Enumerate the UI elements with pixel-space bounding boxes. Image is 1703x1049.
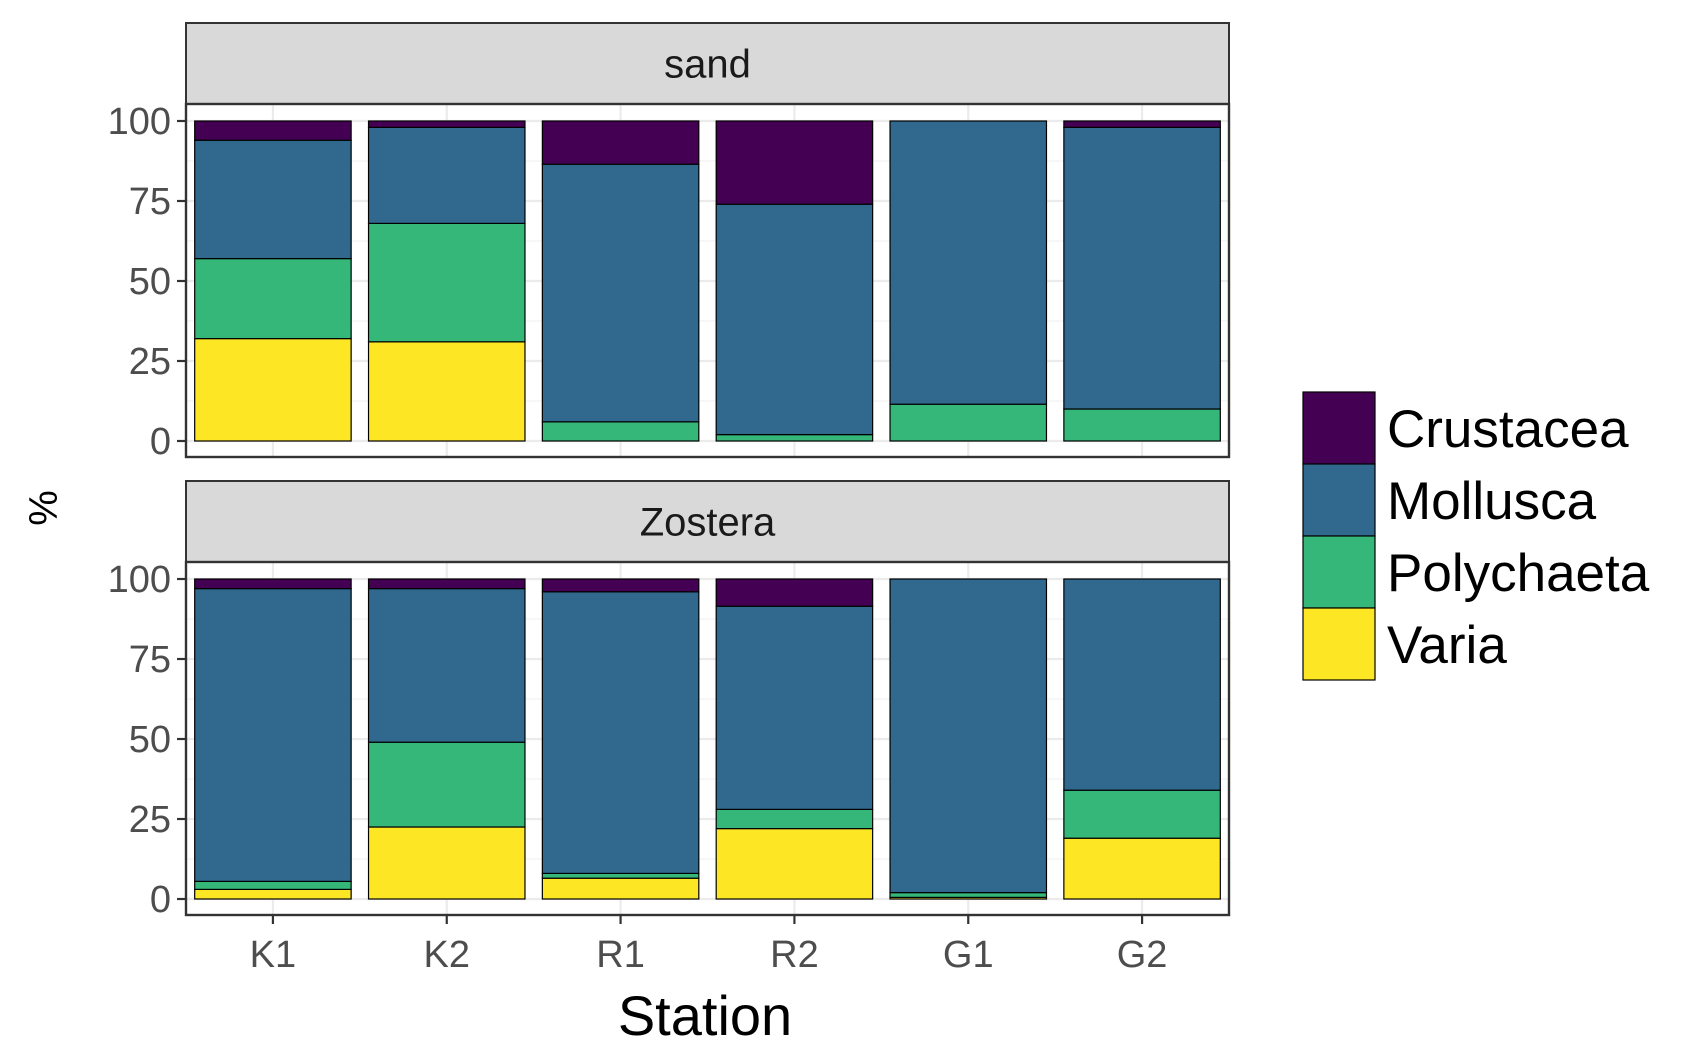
legend-label-varia: Varia — [1387, 616, 1507, 675]
bar-zostera-k1-polychaeta — [194, 880, 352, 891]
facet-panels: sand 0 25 50 75 100 Zostera 0 25 50 75 100 — [108, 22, 1231, 921]
facet-strip-label: sand — [664, 43, 751, 87]
y-tick-label: 75 — [129, 639, 171, 681]
bar-sand-k2-mollusca — [367, 126, 526, 225]
bar-zostera-r1-mollusca — [541, 591, 700, 874]
y-tick-label: 50 — [129, 261, 171, 303]
x-tick-label-k2: K2 — [424, 934, 470, 976]
bar-sand-r2-mollusca — [715, 203, 874, 436]
bar-zostera-r2-mollusca — [715, 605, 874, 811]
bar-zostera-k1-crustacea — [194, 578, 352, 590]
bar-zostera-g2-varia — [1063, 837, 1221, 900]
bar-sand-r2-crustacea — [715, 120, 874, 205]
bar-zostera-k2-crustacea — [367, 578, 526, 590]
bar-sand-r2-polychaeta — [715, 434, 874, 442]
bar-sand-g1-polychaeta — [889, 403, 1048, 442]
y-tick-label: 25 — [129, 341, 171, 383]
bar-sand-g2-crustacea — [1063, 120, 1221, 129]
bar-zostera-g2-polychaeta — [1063, 789, 1221, 839]
bar-zostera-r2-polychaeta — [715, 808, 874, 830]
facet-strip — [185, 22, 1230, 105]
x-tick-label-g1: G1 — [943, 934, 994, 976]
bar-sand-k1-polychaeta — [194, 258, 352, 340]
bar-zostera-k2-polychaeta — [367, 741, 526, 828]
bar-zostera-k2-varia — [367, 826, 526, 900]
bar-sand-k2-crustacea — [367, 120, 526, 129]
bar-zostera-k2-mollusca — [367, 587, 526, 743]
x-tick-label-k1: K1 — [250, 934, 296, 976]
y-tick-label: 100 — [108, 559, 171, 601]
y-tick-label: 75 — [129, 181, 171, 223]
x-axis-title: Station — [618, 984, 792, 1047]
legend-key-varia — [1302, 607, 1376, 681]
y-axis-title: % — [22, 490, 66, 526]
bar-sand-g2-polychaeta — [1063, 408, 1221, 442]
bar-sand-r1-crustacea — [541, 120, 700, 165]
y-tick-label: 50 — [129, 719, 171, 761]
legend-key-mollusca — [1302, 463, 1376, 537]
facet-strip — [185, 480, 1230, 563]
bar-zostera-r2-crustacea — [715, 578, 874, 607]
bar-zostera-g2-mollusca — [1063, 578, 1221, 791]
bar-zostera-g1-polychaeta — [889, 891, 1048, 898]
y-tick-label: 0 — [150, 421, 171, 463]
bar-zostera-k1-varia — [194, 888, 352, 900]
bar-zostera-g1-mollusca — [889, 578, 1048, 894]
bar-sand-k2-varia — [367, 341, 526, 442]
facet-strip-label: Zostera — [640, 501, 776, 545]
bar-zostera-r1-varia — [541, 877, 700, 900]
legend-label-mollusca: Mollusca — [1387, 472, 1597, 531]
legend-label-crustacea: Crustacea — [1387, 400, 1629, 459]
bar-zostera-r1-polychaeta — [541, 872, 700, 879]
bar-sand-k2-polychaeta — [367, 222, 526, 343]
facet-zostera: Zostera 0 25 50 75 100 — [108, 480, 1231, 921]
bar-sand-g2-mollusca — [1063, 126, 1221, 410]
legend-label-polychaeta: Polychaeta — [1387, 544, 1650, 603]
bar-sand-g1-mollusca — [889, 120, 1048, 405]
bar-sand-k1-varia — [194, 338, 352, 442]
bar-sand-r1-polychaeta — [541, 421, 700, 442]
legend: Crustacea Mollusca Polychaeta Varia — [1302, 391, 1650, 681]
x-tick-label-g2: G2 — [1117, 934, 1168, 976]
y-tick-label: 100 — [108, 101, 171, 143]
legend-key-polychaeta — [1302, 535, 1376, 609]
y-tick-label: 0 — [150, 879, 171, 921]
y-tick-label: 25 — [129, 799, 171, 841]
x-axis: K1 K2 R1 R2 G1 G2 — [250, 915, 1168, 976]
x-tick-label-r2: R2 — [770, 934, 819, 976]
bar-zostera-r1-crustacea — [541, 578, 700, 593]
bar-zostera-r2-varia — [715, 827, 874, 900]
bar-sand-k1-mollusca — [194, 139, 352, 260]
x-tick-label-r1: R1 — [596, 934, 645, 976]
bar-zostera-k1-mollusca — [194, 587, 352, 882]
legend-key-crustacea — [1302, 391, 1376, 465]
bar-sand-k1-crustacea — [194, 120, 352, 141]
bar-sand-r1-mollusca — [541, 163, 700, 423]
facet-sand: sand 0 25 50 75 100 — [108, 22, 1231, 463]
